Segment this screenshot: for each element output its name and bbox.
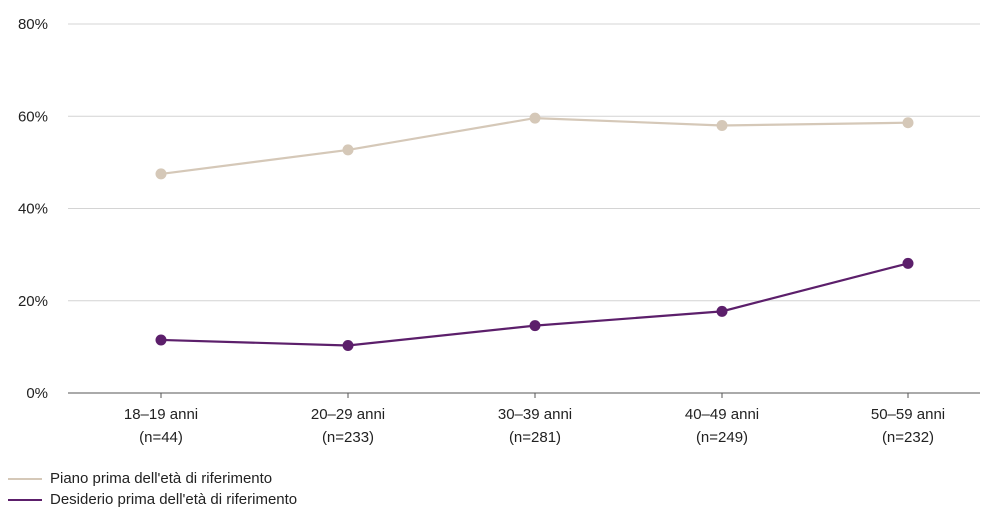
x-axis: 18–19 anni (n=44) 20–29 anni (n=233) 30–39 a… (68, 392, 980, 446)
line-chart: 0% 20% 40% 60% 80% 18–19 anni (n=44) 20–29 ann… (18, 16, 980, 446)
y-axis: 0% 20% 40% 60% 80% (18, 16, 48, 402)
x-tick-label-2: 30–39 anni (498, 406, 572, 423)
legend-item-piano: Piano prima dell'età di riferimento (8, 468, 297, 489)
series-line-1 (160, 262, 909, 347)
y-tick-label-80: 80% (18, 16, 48, 33)
data-point-1-2 (529, 320, 541, 332)
x-tick-label-1: 20–29 anni (311, 406, 385, 423)
y-tick-label-60: 60% (18, 108, 48, 125)
legend-label-desiderio: Desiderio prima dell'età di riferimento (50, 491, 298, 508)
series-0 (155, 112, 914, 180)
data-point-0-3 (716, 119, 728, 131)
series-layer (155, 112, 914, 351)
series-line-0 (160, 116, 909, 175)
x-tick-sublabel-2: (n=281) (509, 429, 561, 446)
y-tick-label-20: 20% (18, 293, 48, 310)
data-point-0-1 (342, 144, 354, 156)
y-tick-label-40: 40% (18, 201, 48, 218)
series-1 (155, 257, 914, 351)
x-tick-label-3: 40–49 anni (685, 406, 759, 423)
x-tick-sublabel-1: (n=233) (322, 429, 374, 446)
legend-item-desiderio: Desiderio prima dell'età di riferimento (8, 489, 297, 510)
data-point-1-1 (342, 339, 354, 351)
gridlines (68, 23, 980, 302)
legend-label-piano: Piano prima dell'età di riferimento (50, 470, 273, 487)
legend: Piano prima dell'età di riferimento Desi… (8, 468, 297, 510)
x-tick-sublabel-4: (n=232) (882, 429, 934, 446)
data-point-1-3 (716, 305, 728, 317)
data-point-1-4 (902, 257, 914, 269)
data-point-1-0 (155, 334, 167, 346)
x-tick-sublabel-0: (n=44) (139, 429, 183, 446)
data-point-0-4 (902, 117, 914, 129)
x-tick-sublabel-3: (n=249) (696, 429, 748, 446)
legend-swatch-piano (8, 477, 42, 480)
legend-swatch-desiderio (8, 498, 42, 501)
y-tick-label-0: 0% (26, 385, 48, 402)
data-point-0-0 (155, 168, 167, 180)
x-tick-label-0: 18–19 anni (124, 406, 198, 423)
data-point-0-2 (529, 112, 541, 124)
x-tick-label-4: 50–59 anni (871, 406, 945, 423)
